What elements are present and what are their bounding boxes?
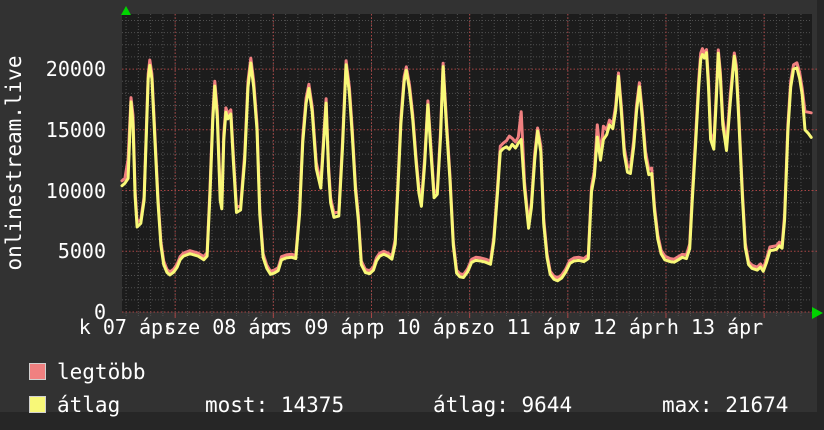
x-tick-label: cs 09 ápr (268, 315, 377, 339)
legend-label-atlag: átlag (57, 393, 121, 417)
x-tick-label: h 13 ápr (666, 315, 764, 339)
stat-most: most: 14375 (205, 393, 345, 417)
y-tick-label: 0 (93, 300, 106, 324)
grid-minor (122, 14, 812, 312)
x-tick-label: k 07 ápr (78, 315, 176, 339)
legend-label-legtobb: legtöbb (57, 360, 146, 384)
x-tick-label: szo 11 ápr (458, 315, 579, 339)
x-axis-arrow-icon (812, 307, 823, 319)
series-lines (120, 47, 813, 283)
stat-atlag-value: 9644 (521, 393, 573, 417)
legend-swatch-atlag (29, 396, 46, 413)
plot-area (122, 14, 812, 312)
y-tick-label: 10000 (45, 178, 106, 203)
right-edge-strip (817, 0, 824, 430)
stat-atlag: átlag: 9644 (433, 393, 573, 417)
x-tick-label: p 10 ápr (372, 315, 469, 339)
axis-ticks (125, 68, 818, 318)
y-tick-label: 15000 (45, 117, 106, 142)
y-axis-title: onlinestream.live (2, 55, 26, 271)
x-tick-label: sze 08 ápr (164, 315, 285, 339)
y-axis-arrow-icon (121, 6, 131, 15)
stat-most-label: most: (205, 393, 269, 417)
y-tick-label: 20000 (45, 57, 106, 82)
stat-most-value: 14375 (280, 393, 345, 417)
bottom-edge-strip (0, 412, 824, 430)
stat-max-value: 21674 (725, 393, 789, 417)
x-tick-label: v 12 ápr (568, 315, 666, 339)
stat-atlag-label: átlag: (433, 393, 509, 417)
stat-max: max: 21674 (662, 393, 789, 417)
stat-max-label: max: (662, 393, 713, 417)
y-tick-label: 5000 (57, 239, 106, 264)
legend-swatch-legtobb (29, 363, 46, 380)
series-line-atlag (120, 51, 813, 283)
